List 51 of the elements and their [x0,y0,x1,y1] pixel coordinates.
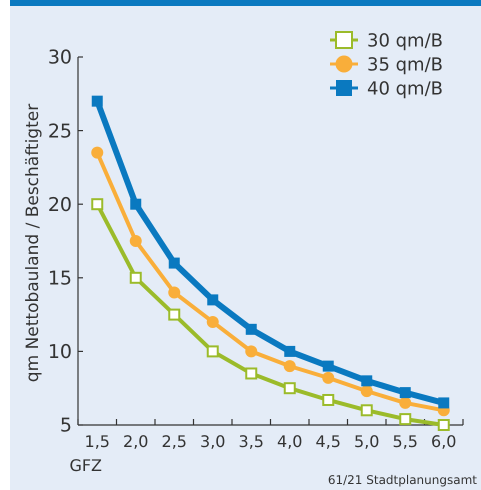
point [322,360,334,372]
point [130,272,142,284]
legend-label: 40 qm/B [367,78,443,100]
legend-label: 35 qm/B [367,54,443,76]
y-tick-label: 25 [48,120,72,142]
point [168,286,180,299]
point [168,308,180,321]
point [245,345,258,358]
y-tick-label: 15 [48,267,72,290]
x-tick-label: 3,0 [200,432,226,451]
x-tick-label: 5,5 [392,432,418,451]
point [438,419,450,431]
point [438,397,450,408]
point [360,404,373,416]
point [130,198,142,210]
point [284,382,296,394]
point [246,324,257,335]
point [400,387,411,398]
y-tick-label: 30 [48,46,72,69]
y-axis-title: qm Nettobauland / Beschäftigter [23,104,43,382]
point [245,367,258,380]
point [92,96,103,107]
x-tick-label: 4,0 [277,432,302,451]
y-tick-label: 5 [60,414,72,437]
point [284,360,296,372]
point [322,394,334,406]
point [206,316,219,328]
point [322,372,334,384]
text: 61/21 Stadtplanungsamt [328,473,478,487]
y-tick-label: 20 [48,194,72,216]
x-tick-label: 5,0 [354,432,380,451]
point [284,346,296,357]
legend-label: 30 qm/B [367,30,443,52]
x-tick-label: 6,0 [431,432,456,451]
x-tick-label: 4,5 [316,432,341,451]
point [399,413,412,426]
point [206,345,219,358]
y-tick-label: 10 [48,341,72,364]
point [361,375,372,386]
x-axis-title: GFZ [69,456,102,475]
point [360,385,373,398]
point [399,396,412,409]
point [91,198,104,210]
x-tick-label: 2,5 [162,432,187,451]
x-tick-label: 2,0 [123,432,148,451]
point [91,146,104,159]
x-tick-label: 3,5 [238,432,264,451]
point [207,294,218,306]
point [168,258,180,269]
point [130,235,142,247]
x-tick-label: 1,5 [84,432,110,451]
